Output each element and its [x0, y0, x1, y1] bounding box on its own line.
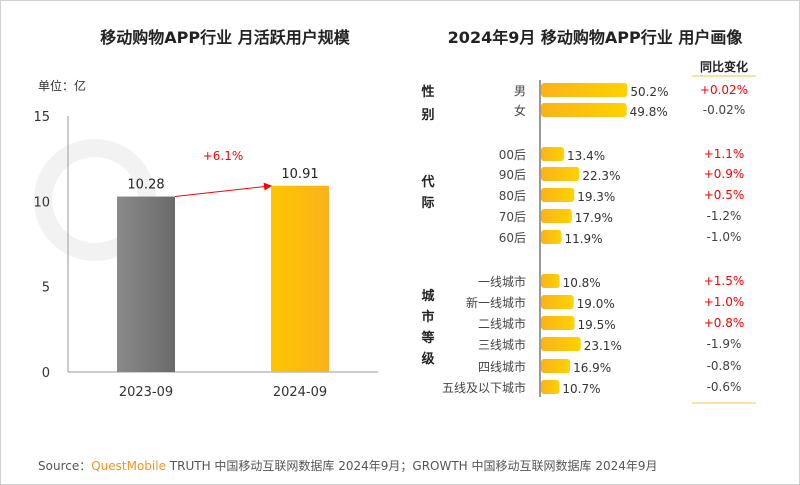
- yoy-change: +1.1%: [704, 147, 745, 161]
- change-header: 同比变化: [700, 59, 748, 74]
- yoy-change: +1.0%: [704, 295, 745, 309]
- y-tick-label: 15: [33, 110, 50, 125]
- bar-value-label: 16.9%: [573, 361, 611, 375]
- source-brand: QuestMobile: [91, 459, 166, 473]
- group-label-2: 城: [421, 288, 434, 304]
- row-label: 女: [514, 103, 526, 118]
- group-label-2: 市: [421, 309, 434, 325]
- bar-value-label: 23.1%: [584, 339, 622, 353]
- yoy-change: -0.8%: [707, 359, 742, 373]
- row-label: 二线城市: [478, 316, 526, 331]
- bar-60后: [541, 230, 562, 244]
- bar-三线城市: [541, 337, 581, 351]
- x-tick-label: 2023-09: [119, 385, 173, 400]
- bar-value-label: 19.5%: [578, 318, 616, 332]
- yoy-change: -1.0%: [707, 230, 742, 244]
- bar-value-label: 22.3%: [582, 169, 620, 183]
- row-label: 00后: [499, 148, 526, 162]
- yoy-change: +1.5%: [704, 274, 745, 288]
- bar-90后: [541, 167, 580, 181]
- yoy-change: -0.6%: [707, 380, 742, 394]
- yoy-change: -1.2%: [707, 209, 742, 223]
- right-chart-title: 2024年9月 移动购物APP行业 用户画像: [448, 28, 744, 47]
- bar-70后: [541, 209, 572, 223]
- unit-label: 单位：亿: [38, 78, 86, 93]
- bar-value-label: 10.28: [127, 178, 164, 193]
- bar-五线及以下城市: [541, 380, 560, 394]
- yoy-change: +0.5%: [704, 188, 745, 202]
- yoy-change: +0.02%: [700, 83, 748, 97]
- group-label-0: 别: [420, 108, 434, 123]
- source-line: Source：QuestMobile TRUTH 中国移动互联网数据库 2024…: [38, 458, 658, 473]
- bar-value-label: 19.0%: [577, 297, 615, 311]
- y-tick-label: 0: [42, 366, 50, 381]
- yoy-change: +0.8%: [704, 316, 745, 330]
- row-label: 四线城市: [478, 359, 526, 374]
- group-label-1: 际: [421, 196, 434, 211]
- y-tick-label: 5: [42, 281, 50, 296]
- bar-新一线城市: [541, 295, 574, 309]
- row-label: 三线城市: [478, 337, 526, 352]
- bar-value-label: 19.3%: [577, 190, 615, 204]
- y-tick-label: 10: [33, 195, 50, 210]
- source-text: TRUTH 中国移动互联网数据库 2024年9月；GROWTH 中国移动互联网数…: [166, 458, 658, 473]
- bar-value-label: 49.8%: [630, 105, 668, 119]
- bar-2024-09: [271, 185, 329, 372]
- row-label: 60后: [499, 231, 526, 245]
- row-label: 五线及以下城市: [442, 380, 526, 395]
- bar-女: [541, 103, 627, 117]
- bar-value-label: 10.91: [281, 167, 318, 182]
- row-label: 男: [514, 84, 526, 98]
- bar-一线城市: [541, 274, 560, 288]
- bar-二线城市: [541, 316, 575, 330]
- row-label: 70后: [499, 210, 526, 224]
- yoy-change: -1.9%: [707, 337, 742, 351]
- bar-00后: [541, 147, 565, 161]
- row-label: 90后: [499, 168, 526, 182]
- bar-value-label: 10.8%: [563, 276, 601, 290]
- bar-value-label: 50.2%: [630, 85, 668, 99]
- row-label: 新一线城市: [466, 295, 526, 310]
- bar-value-label: 11.9%: [564, 232, 602, 246]
- row-label: 80后: [499, 189, 526, 203]
- left-chart-title: 移动购物APP行业 月活跃用户规模: [100, 28, 350, 47]
- bar-2023-09: [117, 196, 175, 372]
- row-label: 一线城市: [478, 274, 526, 289]
- yoy-change: -0.02%: [703, 103, 745, 117]
- group-label-1: 代: [420, 174, 434, 190]
- group-label-2: 级: [421, 351, 435, 367]
- source-prefix: Source：: [38, 459, 91, 473]
- bar-value-label: 13.4%: [567, 149, 605, 163]
- bar-value-label: 10.7%: [562, 382, 600, 396]
- x-tick-label: 2024-09: [273, 385, 327, 400]
- bar-四线城市: [541, 359, 571, 373]
- bar-value-label: 17.9%: [575, 211, 613, 225]
- yoy-change: +0.9%: [704, 167, 745, 181]
- bar-80后: [541, 188, 575, 202]
- growth-arrow: [174, 182, 272, 198]
- group-label-2: 等: [420, 330, 434, 346]
- bar-男: [541, 83, 628, 97]
- group-label-0: 性: [421, 84, 434, 100]
- growth-annotation: +6.1%: [203, 149, 244, 163]
